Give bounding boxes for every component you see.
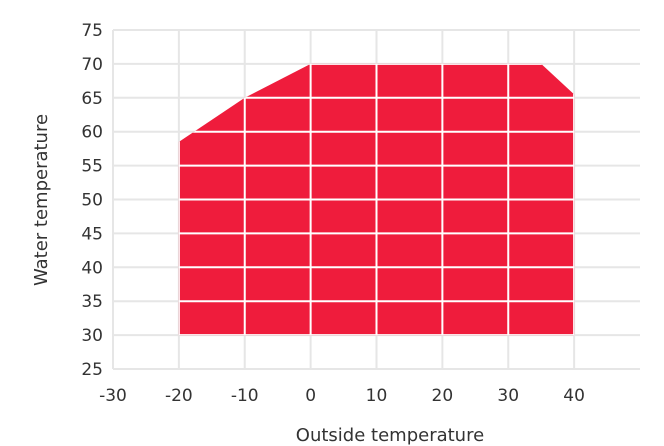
y-tick-label: 60 bbox=[81, 123, 103, 143]
x-tick-labels: -30 -20 -10 0 10 20 30 40 bbox=[99, 386, 585, 406]
y-tick-label: 75 bbox=[81, 21, 103, 41]
y-axis-title: Water temperature bbox=[31, 114, 52, 286]
y-tick-labels: 25 30 35 40 45 50 55 60 65 70 75 bbox=[81, 21, 103, 380]
x-tick-label: 30 bbox=[497, 386, 519, 406]
y-tick-label: 70 bbox=[81, 55, 103, 75]
y-tick-label: 45 bbox=[81, 224, 103, 244]
x-tick-label: -20 bbox=[165, 386, 193, 406]
y-tick-label: 65 bbox=[81, 89, 103, 109]
y-tick-label: 25 bbox=[81, 360, 103, 380]
x-tick-label: -30 bbox=[99, 386, 127, 406]
x-axis-title: Outside temperature bbox=[296, 425, 484, 446]
y-tick-label: 55 bbox=[81, 157, 103, 177]
x-tick-label: 40 bbox=[563, 386, 585, 406]
y-tick-label: 40 bbox=[81, 258, 103, 278]
y-tick-label: 35 bbox=[81, 292, 103, 312]
x-tick-label: 10 bbox=[366, 386, 388, 406]
y-tick-label: 30 bbox=[81, 326, 103, 346]
x-tick-label: 20 bbox=[432, 386, 454, 406]
y-tick-label: 50 bbox=[81, 191, 103, 211]
x-tick-label: 0 bbox=[305, 386, 316, 406]
x-tick-label: -10 bbox=[231, 386, 259, 406]
